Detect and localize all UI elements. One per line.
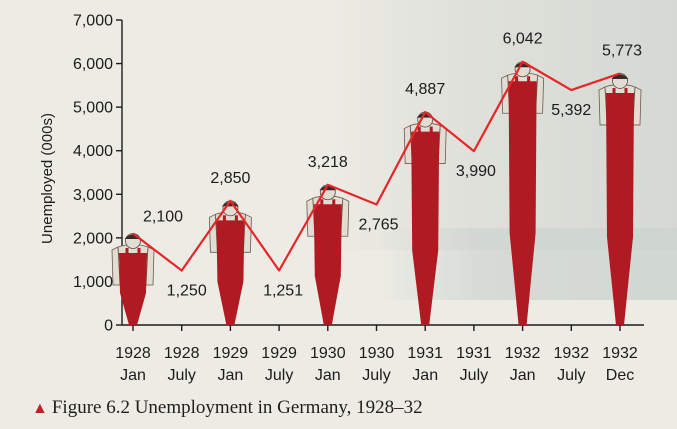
unemployed-worker-figure <box>111 233 155 325</box>
y-tick-label: 6,000 <box>73 56 113 73</box>
data-label: 1,250 <box>167 283 207 300</box>
worker-overalls <box>411 131 440 325</box>
unemployed-worker-figure <box>598 73 642 325</box>
x-tick-label-month: Jan <box>510 367 536 384</box>
data-label: 6,042 <box>503 31 543 48</box>
y-tick-label: 1,000 <box>73 274 113 291</box>
data-label: 1,251 <box>263 282 303 299</box>
worker-overalls <box>508 81 537 326</box>
data-label: 5,392 <box>551 102 591 119</box>
unemployment-chart: Unemployed (000s) 0 1,000 2,000 3,000 4,000 5,… <box>39 13 644 384</box>
x-tick-label-month: Jan <box>412 367 438 384</box>
caption-text: Figure 6.2 Unemployment in Germany, 1928… <box>51 397 423 418</box>
x-tick-label-year: 1932 <box>505 345 541 362</box>
x-tick-label-month: Dec <box>606 367 634 384</box>
worker-overalls <box>119 253 147 325</box>
data-label: 2,850 <box>210 170 250 187</box>
y-tick-label: 0 <box>104 318 113 335</box>
worker-overalls <box>313 204 342 325</box>
unemployed-worker-figure <box>208 200 252 325</box>
unemployed-worker-figure <box>306 184 350 325</box>
x-tick-label-year: 1930 <box>359 345 395 362</box>
caption-triangle-icon: ▲ <box>32 400 48 417</box>
figure-caption: ▲ Figure 6.2 Unemployment in Germany, 192… <box>32 397 423 423</box>
worker-overalls <box>606 92 634 325</box>
y-axis-label: Unemployed (000s) <box>39 113 56 244</box>
unemployed-worker-figure <box>501 61 545 326</box>
unemployed-worker-figure <box>403 111 447 325</box>
worker-overalls <box>216 220 245 325</box>
x-tick-label-year: 1931 <box>456 345 492 362</box>
x-tick-label-year: 1930 <box>310 345 346 362</box>
x-tick-label-month: July <box>460 367 488 384</box>
x-tick-label-month: July <box>265 367 293 384</box>
series-line <box>132 60 621 272</box>
data-label: 3,990 <box>456 163 496 180</box>
data-label: 3,218 <box>308 154 348 171</box>
x-tick-label-month: July <box>167 367 195 384</box>
x-tick-label-year: 1932 <box>554 345 590 362</box>
data-label: 2,100 <box>143 209 183 226</box>
x-tick-label-month: July <box>362 367 390 384</box>
worker-left-arm <box>111 246 121 286</box>
y-tick-label: 3,000 <box>73 187 113 204</box>
x-tick-label-year: 1929 <box>213 345 249 362</box>
y-tick-label: 7,000 <box>73 13 113 30</box>
x-tick-label-year: 1932 <box>602 345 638 362</box>
x-tick-label-month: Jan <box>315 367 341 384</box>
x-tick-label-month: Jan <box>120 367 146 384</box>
x-tick-label-month: July <box>557 367 585 384</box>
data-label: 5,773 <box>602 42 642 59</box>
y-tick-label: 4,000 <box>73 143 113 160</box>
y-tick-label: 5,000 <box>73 100 113 117</box>
x-tick-label-year: 1928 <box>115 345 151 362</box>
y-tick-label: 2,000 <box>73 230 113 247</box>
x-tick-label-year: 1931 <box>407 345 443 362</box>
data-label: 2,765 <box>358 217 398 234</box>
x-tick-label-year: 1929 <box>261 345 297 362</box>
x-tick-label-month: Jan <box>218 367 244 384</box>
x-tick-label-year: 1928 <box>164 345 200 362</box>
data-label: 4,887 <box>405 81 445 98</box>
